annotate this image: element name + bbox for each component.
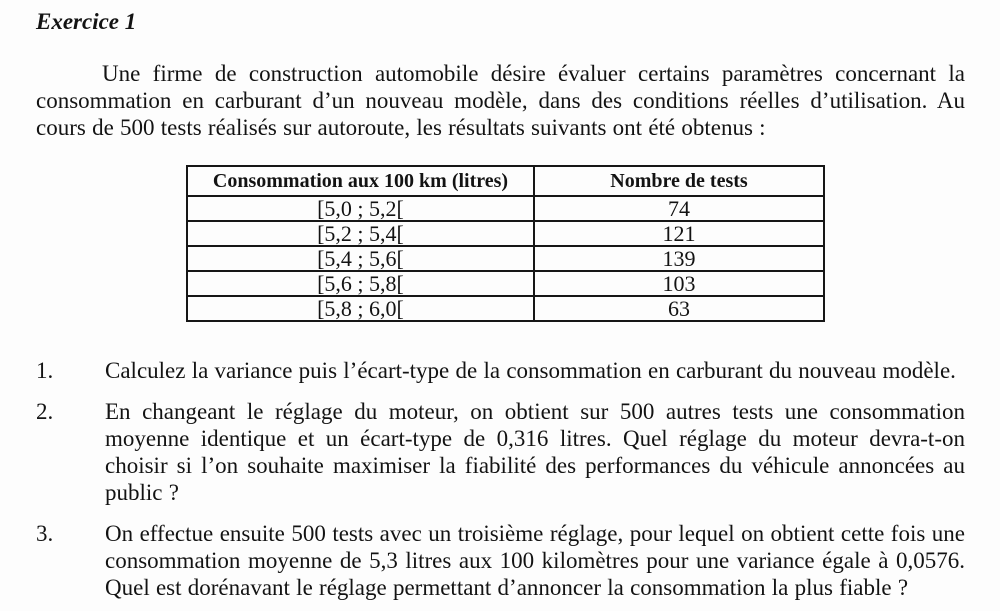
interval-cell: [5,8 ; 6,0[ bbox=[186, 295, 535, 322]
consumption-column-header: Consommation aux 100 km (litres) bbox=[186, 165, 535, 197]
interval-cell: [5,2 ; 5,4[ bbox=[186, 220, 535, 247]
table-row: [5,8 ; 6,0[ 63 bbox=[186, 295, 825, 322]
frequency-table-wrapper: Consommation aux 100 km (litres) Nombre … bbox=[186, 165, 965, 322]
count-cell: 74 bbox=[533, 195, 825, 222]
count-cell: 121 bbox=[533, 220, 825, 247]
interval-cell: [5,4 ; 5,6[ bbox=[186, 245, 535, 272]
question-number: 2. bbox=[36, 399, 54, 424]
count-cell: 139 bbox=[533, 245, 825, 272]
table-row: [5,0 ; 5,2[ 74 bbox=[186, 195, 825, 222]
table-row: [5,2 ; 5,4[ 121 bbox=[186, 220, 825, 247]
interval-cell: [5,6 ; 5,8[ bbox=[186, 270, 535, 297]
question-item-2: 2. En changeant le réglage du moteur, on… bbox=[36, 398, 965, 506]
frequency-table: Consommation aux 100 km (litres) Nombre … bbox=[186, 165, 825, 322]
table-header-row: Consommation aux 100 km (litres) Nombre … bbox=[186, 165, 825, 197]
question-number: 1. bbox=[36, 358, 54, 383]
count-cell: 63 bbox=[533, 295, 825, 322]
tests-column-header: Nombre de tests bbox=[533, 165, 825, 197]
count-cell: 103 bbox=[533, 270, 825, 297]
question-text: En changeant le réglage du moteur, on ob… bbox=[105, 399, 965, 505]
intro-paragraph: Une firme de construction automobile dés… bbox=[36, 61, 965, 140]
table-row: [5,6 ; 5,8[ 103 bbox=[186, 270, 825, 297]
interval-cell: [5,0 ; 5,2[ bbox=[186, 195, 535, 222]
question-number: 3. bbox=[36, 521, 54, 546]
question-item-1: 1. Calculez la variance puis l’écart-typ… bbox=[36, 357, 965, 384]
question-text: On effectue ensuite 500 tests avec un tr… bbox=[105, 521, 965, 600]
exercise-title: Exercice 1 bbox=[36, 9, 137, 34]
question-text: Calculez la variance puis l’écart-type d… bbox=[105, 358, 956, 383]
table-row: [5,4 ; 5,6[ 139 bbox=[186, 245, 825, 272]
question-item-3: 3. On effectue ensuite 500 tests avec un… bbox=[36, 520, 965, 601]
question-list: 1. Calculez la variance puis l’écart-typ… bbox=[36, 357, 965, 601]
